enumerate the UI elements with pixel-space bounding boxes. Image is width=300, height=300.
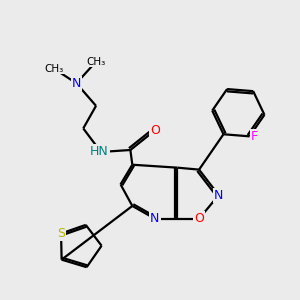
Text: N: N <box>72 77 81 90</box>
Text: O: O <box>194 212 204 225</box>
Text: F: F <box>251 130 258 143</box>
Text: O: O <box>150 124 160 137</box>
Text: S: S <box>57 227 65 240</box>
Text: HN: HN <box>90 146 109 158</box>
Text: CH₃: CH₃ <box>86 57 106 67</box>
Text: CH₃: CH₃ <box>44 64 63 74</box>
Text: N: N <box>150 212 160 225</box>
Text: N: N <box>214 189 224 202</box>
